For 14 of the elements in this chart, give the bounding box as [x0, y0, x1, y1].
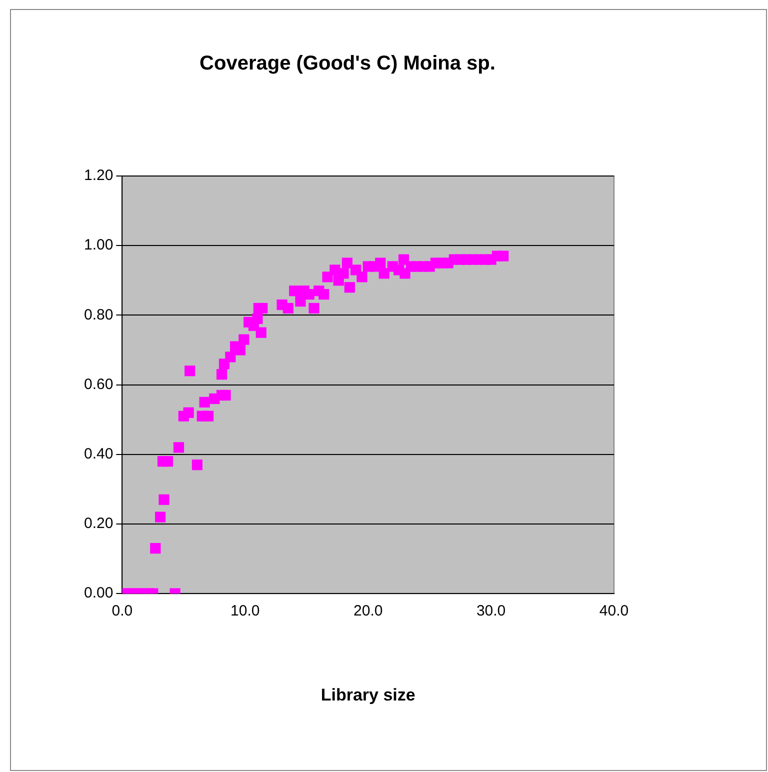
x-tick-label: 10.0 [230, 602, 260, 620]
x-tick-label: 40.0 [599, 602, 629, 620]
y-tick-label: 0.20 [84, 515, 114, 532]
y-tick-label: 0.40 [84, 446, 114, 463]
y-tick-label: 0.00 [84, 584, 114, 602]
y-tick-label: 0.80 [84, 306, 114, 324]
x-tick-label: 20.0 [353, 602, 383, 620]
x-axis-title: Library size [320, 685, 416, 704]
x-tick-label: 30.0 [476, 602, 506, 620]
y-tick-label: 1.00 [84, 236, 114, 254]
y-tick-label: 0.60 [84, 376, 114, 393]
chart-title: Coverage (Good's C) Moina sp. [200, 52, 496, 75]
x-tick-label: 0.0 [112, 602, 133, 620]
y-tick-label: 1.20 [84, 167, 114, 184]
